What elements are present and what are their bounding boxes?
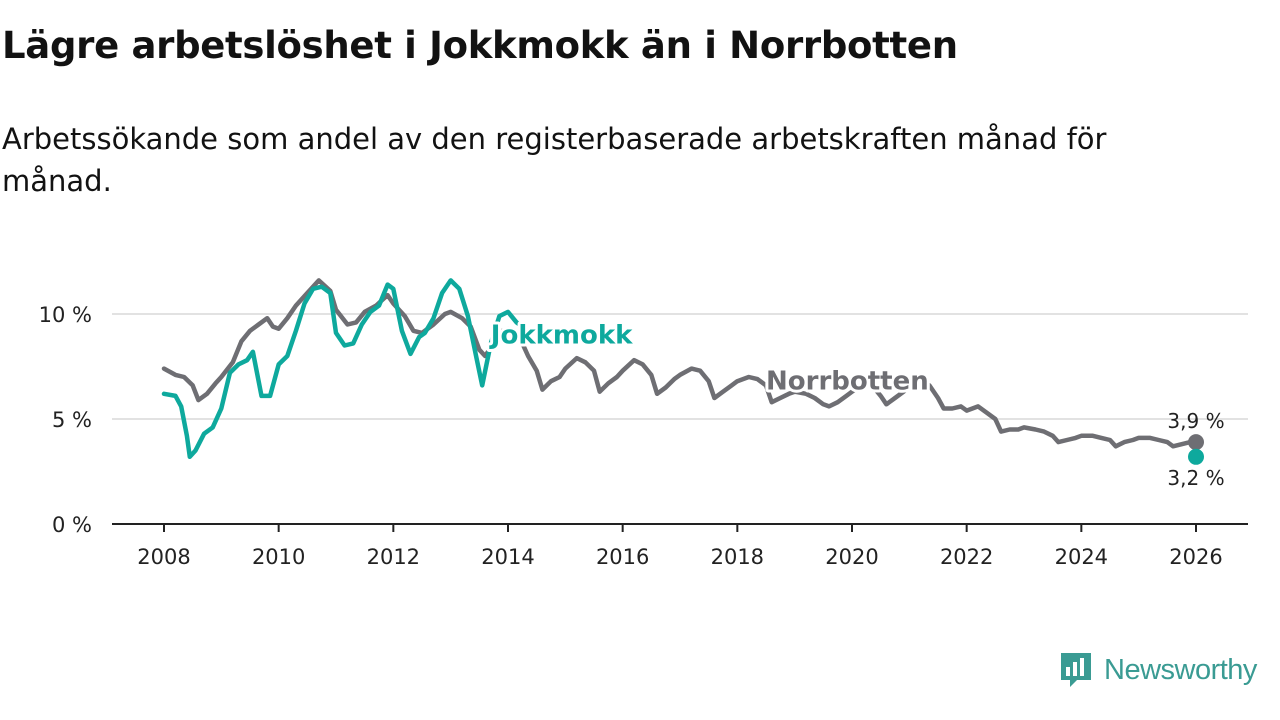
series-lines: [161, 278, 1204, 465]
end-label-jokkmokk: 3,2 %: [1167, 466, 1224, 490]
x-tick-label: 2018: [711, 545, 764, 569]
gridlines: [112, 313, 1248, 420]
x-tick-label: 2012: [367, 545, 420, 569]
series-line-jokkmokk: [161, 278, 528, 460]
brand-name: Newsworthy: [1104, 653, 1257, 686]
x-tick-label: 2020: [825, 545, 878, 569]
end-point-norrbotten: [1188, 434, 1204, 451]
series-label-norrbotten: Norrbotten: [766, 367, 929, 397]
series-label-jokkmokk: Jokkmokk: [489, 320, 633, 350]
chart-subtitle: Arbetssökande som andel av den registerb…: [2, 122, 1107, 198]
x-tick-label: 2024: [1055, 545, 1108, 569]
series-line-norrbotten: [161, 278, 1199, 449]
brand-logo: Newsworthy: [1058, 650, 1257, 690]
newsworthy-logo-icon: [1061, 653, 1091, 687]
y-tick-label: 10 %: [39, 303, 92, 327]
x-tick-label: 2008: [137, 545, 190, 569]
x-tick-label: 2010: [252, 545, 305, 569]
x-tick-label: 2026: [1169, 545, 1222, 569]
y-tick-label: 5 %: [52, 408, 92, 432]
x-tick-label: 2016: [596, 545, 649, 569]
axes: 0 % 5 % 10 % 2008 2010 2012 2014 2016 2018 2020 20…: [39, 303, 1248, 569]
chart-title: Lägre arbetslöshet i Jokkmokk än i Norrb…: [2, 24, 958, 67]
end-point-jokkmokk: [1188, 448, 1204, 465]
labels: 3,9 % 3,2 % Jokkmokk Norrbotten: [486, 317, 1225, 490]
x-tick-label: 2022: [940, 545, 993, 569]
x-tick-label: 2014: [481, 545, 534, 569]
y-tick-label: 0 %: [52, 513, 92, 537]
end-label-norrbotten: 3,9 %: [1167, 409, 1224, 433]
